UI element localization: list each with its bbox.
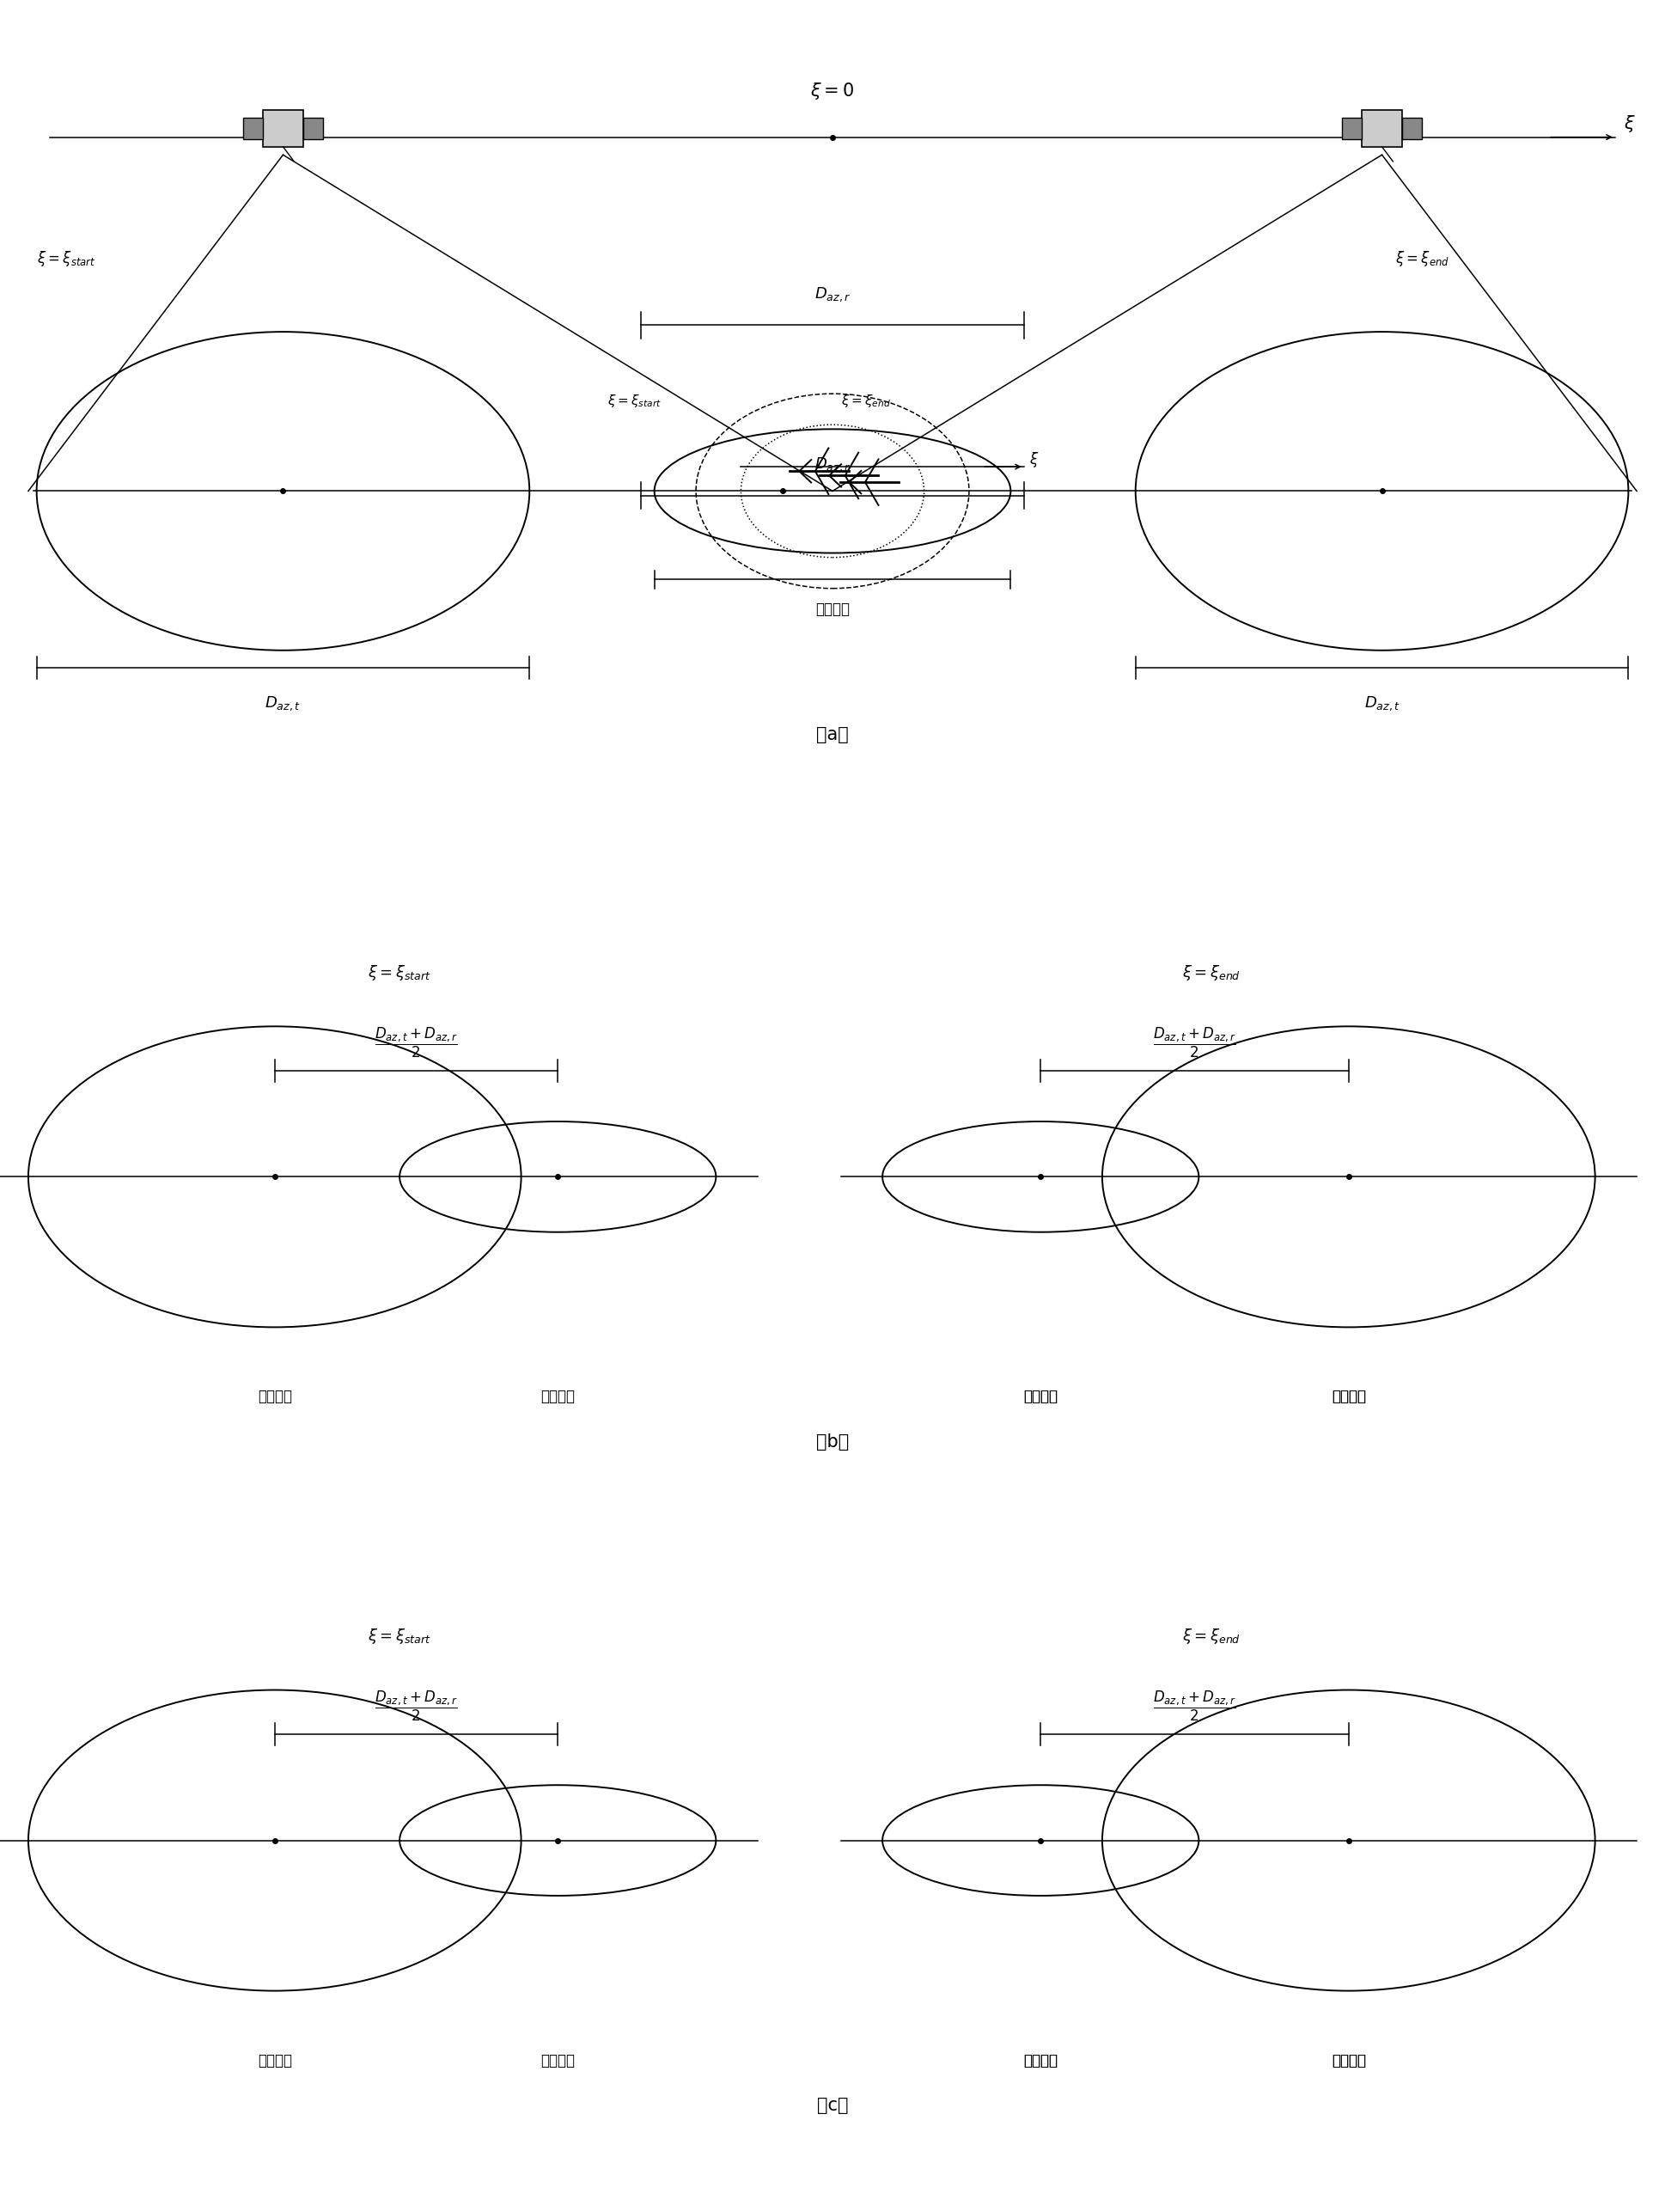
Text: $D_{az,t}$: $D_{az,t}$	[1364, 695, 1400, 712]
Polygon shape	[243, 117, 263, 139]
Text: $\dfrac{D_{az,t} + D_{az,r}}{2}$: $\dfrac{D_{az,t} + D_{az,r}}{2}$	[375, 1026, 458, 1060]
Polygon shape	[1402, 117, 1422, 139]
Text: 飞机波束: 飞机波束	[541, 2053, 574, 2068]
Text: $\xi = 0$: $\xi = 0$	[811, 82, 854, 102]
Text: 卫星波束: 卫星波束	[258, 1389, 291, 1405]
Text: 飞机波束: 飞机波束	[1024, 1389, 1057, 1405]
Polygon shape	[263, 111, 303, 146]
Polygon shape	[1362, 111, 1402, 146]
Text: $\xi = \xi_{end}$: $\xi = \xi_{end}$	[1182, 962, 1240, 982]
Text: $\xi = \xi_{start}$: $\xi = \xi_{start}$	[368, 962, 431, 982]
Text: 飞机波束: 飞机波束	[1024, 1389, 1057, 1405]
Text: （a）: （a）	[816, 726, 849, 743]
Text: 卫星波束: 卫星波束	[1332, 1389, 1365, 1405]
Text: $\xi$: $\xi$	[1029, 451, 1039, 469]
Text: $\dfrac{D_{az,t} + D_{az,r}}{2}$: $\dfrac{D_{az,t} + D_{az,r}}{2}$	[1154, 1690, 1235, 1723]
Text: $D_{az,r}$: $D_{az,r}$	[814, 285, 851, 303]
Text: $\xi = \xi_{end}$: $\xi = \xi_{end}$	[841, 394, 891, 409]
Text: $\dfrac{D_{az,t} + D_{az,r}}{2}$: $\dfrac{D_{az,t} + D_{az,r}}{2}$	[1154, 1026, 1235, 1060]
Text: $\xi = \xi_{end}$: $\xi = \xi_{end}$	[1395, 250, 1449, 268]
Text: $\xi = \xi_{start}$: $\xi = \xi_{start}$	[37, 250, 95, 268]
Text: 卫星波束: 卫星波束	[1332, 2053, 1365, 2068]
Text: 卫星波束: 卫星波束	[1332, 1389, 1365, 1405]
Text: $D_{az,r}$: $D_{az,r}$	[814, 456, 851, 473]
Text: 飞机波束: 飞机波束	[541, 1389, 574, 1405]
Polygon shape	[303, 117, 323, 139]
Text: $\xi = \xi_{end}$: $\xi = \xi_{end}$	[1182, 1626, 1240, 1646]
Text: $\xi = \xi_{start}$: $\xi = \xi_{start}$	[368, 1626, 431, 1646]
Text: 场景长度: 场景长度	[816, 602, 849, 617]
Text: （b）: （b）	[816, 1433, 849, 1451]
Text: （c）: （c）	[818, 2097, 847, 2115]
Text: $\xi = \xi_{start}$: $\xi = \xi_{start}$	[608, 394, 661, 409]
Text: $\dfrac{D_{az,t} + D_{az,r}}{2}$: $\dfrac{D_{az,t} + D_{az,r}}{2}$	[375, 1690, 458, 1723]
Text: 卫星波束: 卫星波束	[258, 2053, 291, 2068]
Polygon shape	[1342, 117, 1362, 139]
Text: 飞机波束: 飞机波束	[1024, 2053, 1057, 2068]
Text: $\xi$: $\xi$	[1623, 113, 1635, 135]
Text: 卫星波束: 卫星波束	[1332, 2053, 1365, 2068]
Text: $D_{az,t}$: $D_{az,t}$	[265, 695, 301, 712]
Text: 飞机波束: 飞机波束	[1024, 2053, 1057, 2068]
